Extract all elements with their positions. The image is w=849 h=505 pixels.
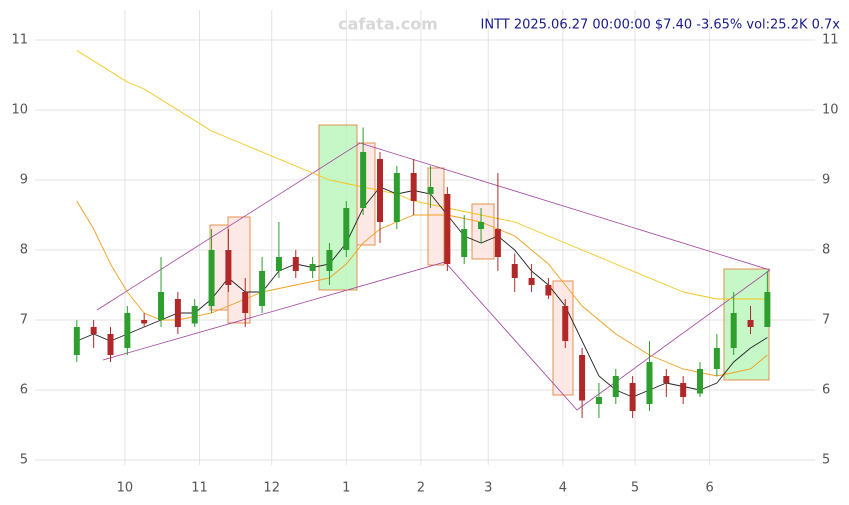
candle-body <box>646 362 653 404</box>
x-tick-label: 12 <box>263 481 280 496</box>
candle-body <box>90 327 97 334</box>
candle-body <box>360 152 367 208</box>
candle-body <box>730 313 737 348</box>
candle-body <box>595 397 602 404</box>
x-tick-label: 3 <box>484 481 492 496</box>
trend-line <box>102 261 771 411</box>
x-tick-label: 11 <box>191 481 208 496</box>
candle-body <box>275 257 282 271</box>
grid <box>35 10 815 465</box>
candle-body <box>747 320 754 327</box>
x-tick-label: 5 <box>631 481 639 496</box>
candle-body <box>107 334 114 355</box>
candle-body <box>579 355 586 401</box>
y-tick-label: 6 <box>20 383 28 398</box>
chart-title: INTT 2025.06.27 00:00:00 $7.40 -3.65% vo… <box>480 18 840 33</box>
candle-body <box>612 376 619 397</box>
candle-body <box>174 299 181 327</box>
y-tick-label-right: 9 <box>822 173 830 188</box>
y-tick-label: 9 <box>20 173 28 188</box>
candle-body <box>713 348 720 369</box>
zone-box <box>318 124 358 291</box>
candle-body <box>73 327 80 355</box>
y-tick-label: 8 <box>20 243 28 258</box>
candle-body <box>444 194 451 264</box>
zone-box <box>471 203 495 260</box>
candle-body <box>259 271 266 306</box>
watermark: cafata.com <box>338 15 438 34</box>
candle-body <box>292 257 299 271</box>
candle-body <box>663 376 670 383</box>
candle-body <box>158 292 165 320</box>
y-tick-label: 10 <box>11 103 28 118</box>
candle-body <box>528 278 535 285</box>
candle-body <box>680 383 687 397</box>
moving-average <box>76 50 768 300</box>
y-tick-label: 7 <box>20 313 28 328</box>
y-tick-label-right: 5 <box>822 453 830 468</box>
moving-average <box>76 186 768 398</box>
y-tick-label: 5 <box>20 453 28 468</box>
candle-body <box>478 222 485 229</box>
decorations <box>96 124 771 411</box>
candle-body <box>494 229 501 257</box>
candle-body <box>562 306 569 341</box>
x-tick-label: 6 <box>705 481 713 496</box>
x-tick-label: 2 <box>417 481 425 496</box>
candle-body <box>343 208 350 250</box>
y-tick-label-right: 6 <box>822 383 830 398</box>
candle-body <box>511 264 518 278</box>
candle-body <box>629 383 636 411</box>
candle-body <box>208 250 215 306</box>
candle-body <box>225 250 232 285</box>
y-tick-label-right: 7 <box>822 313 830 328</box>
candle-body <box>764 292 771 327</box>
y-tick-label-right: 8 <box>822 243 830 258</box>
candle-body <box>124 313 131 348</box>
x-tick-label: 1 <box>342 481 350 496</box>
candle-body <box>697 369 704 394</box>
y-tick-label-right: 11 <box>822 33 839 48</box>
candle-body <box>309 264 316 271</box>
moving-average <box>76 200 768 377</box>
candle-body <box>427 187 434 194</box>
candle-body <box>410 173 417 201</box>
candle-body <box>326 250 333 271</box>
candle-body <box>461 229 468 257</box>
candle-body <box>376 159 383 222</box>
y-tick-label: 11 <box>11 33 28 48</box>
y-tick-label-right: 10 <box>822 103 839 118</box>
trend-line <box>96 142 771 311</box>
candle-body <box>242 292 249 313</box>
candle-body <box>393 173 400 222</box>
candle-body <box>141 320 148 324</box>
x-tick-label: 10 <box>117 481 134 496</box>
candle-body <box>191 306 198 324</box>
candle-body <box>545 285 552 296</box>
x-tick-label: 4 <box>559 481 567 496</box>
